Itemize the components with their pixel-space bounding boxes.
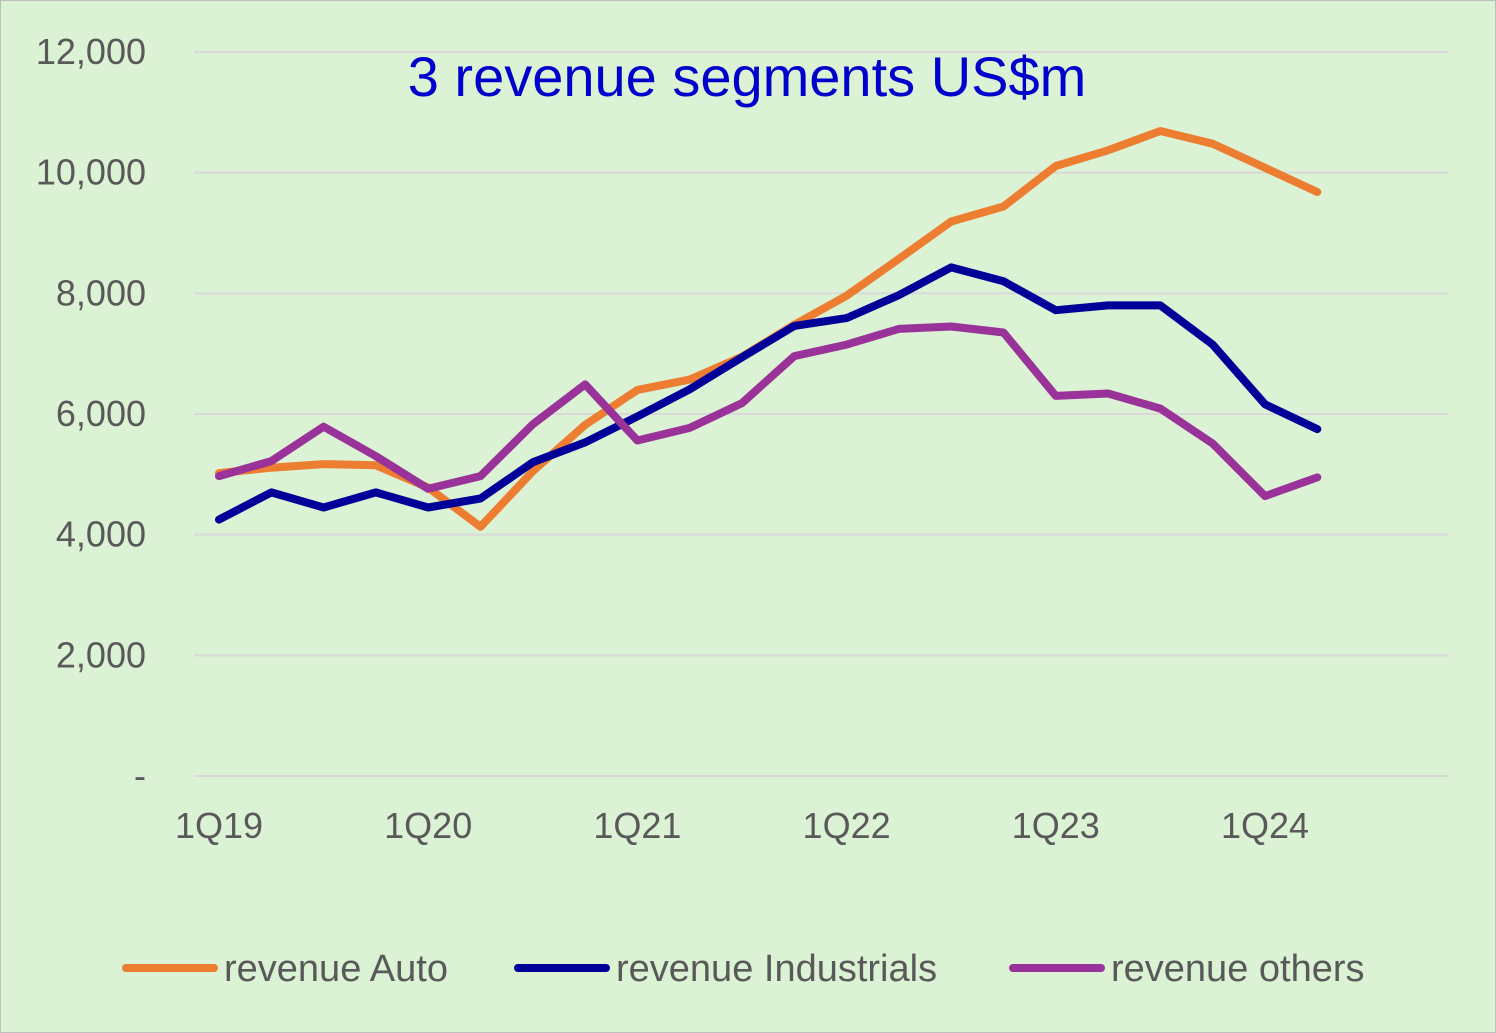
x-tick-label: 1Q21 xyxy=(593,805,681,846)
series-lines xyxy=(215,127,1322,531)
x-axis-tick-labels: 1Q19 1Q20 1Q21 1Q22 1Q23 1Q24 xyxy=(175,805,1309,846)
x-tick-label: 1Q19 xyxy=(175,805,263,846)
series-line-3 xyxy=(215,322,1322,501)
x-tick-label: 1Q20 xyxy=(384,805,472,846)
y-tick-label: 12,000 xyxy=(36,31,146,72)
y-tick-label: 2,000 xyxy=(56,634,146,675)
y-tick-label: 6,000 xyxy=(56,393,146,434)
series-line-1 xyxy=(215,127,1322,531)
legend-label: revenue Industrials xyxy=(616,948,937,990)
legend: revenue Auto revenue Industrials revenue o… xyxy=(122,948,1365,990)
y-tick-label: 4,000 xyxy=(56,514,146,555)
y-axis-tick-labels: - 2,000 4,000 6,000 8,000 10,000 12,000 xyxy=(36,31,146,796)
x-tick-label: 1Q22 xyxy=(803,805,891,846)
y-tick-label: - xyxy=(134,755,146,796)
x-tick-label: 1Q24 xyxy=(1221,805,1309,846)
series-line-2 xyxy=(215,263,1322,524)
y-tick-label: 10,000 xyxy=(36,152,146,193)
x-tick-label: 1Q23 xyxy=(1012,805,1100,846)
gridlines xyxy=(194,51,1448,777)
legend-label: revenue others xyxy=(1111,948,1365,990)
chart-title: 3 revenue segments US$m xyxy=(408,45,1087,108)
y-tick-label: 8,000 xyxy=(56,272,146,313)
legend-label: revenue Auto xyxy=(224,948,448,990)
